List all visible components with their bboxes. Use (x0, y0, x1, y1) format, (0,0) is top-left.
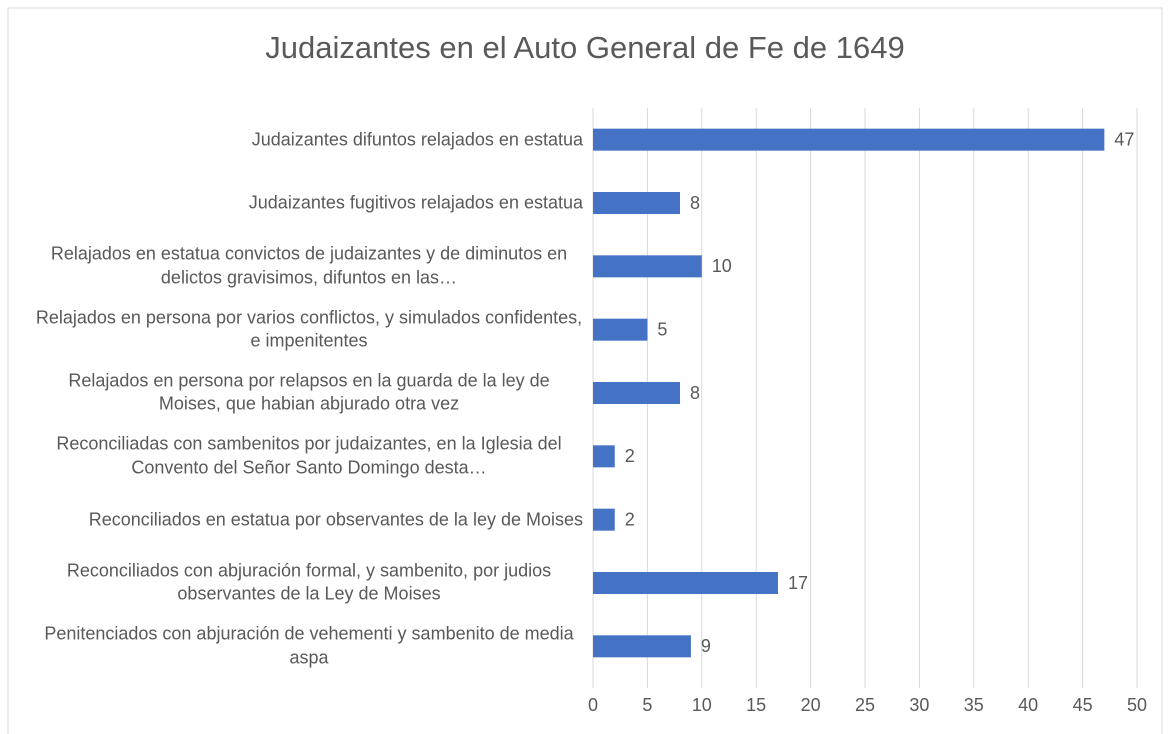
y-tick-label: Relajados en persona por varios conflict… (35, 307, 583, 351)
x-tick-label: 45 (1073, 695, 1093, 715)
bar (593, 128, 1105, 151)
y-tick-label-box: Penitenciados con abjuración de vehement… (10, 623, 583, 670)
y-tick-label-box: Relajados en estatua convictos de judaiz… (10, 243, 583, 290)
x-tick-label: 10 (692, 695, 712, 715)
x-tick-label: 0 (588, 695, 598, 715)
y-tick-label-box: Reconciliados en estatua por observantes… (10, 508, 583, 531)
x-tick-label: 40 (1018, 695, 1038, 715)
x-tick-label: 20 (801, 695, 821, 715)
y-tick-label-box: Relajados en persona por relapsos en la … (10, 370, 583, 417)
bar (593, 508, 615, 531)
y-tick-label: Relajados en persona por relapsos en la … (68, 370, 550, 414)
y-tick-label: Relajados en estatua convictos de judaiz… (50, 243, 568, 288)
y-tick-label: Penitenciados con abjuración de vehement… (44, 623, 574, 668)
data-label: 10 (712, 256, 732, 276)
y-tick-label-box: Reconciliadas con sambenitos por judaiza… (10, 433, 583, 480)
x-tick-label: 15 (746, 695, 766, 715)
data-label: 8 (690, 193, 700, 213)
x-tick-label: 35 (964, 695, 984, 715)
bar (593, 572, 778, 594)
data-label: 47 (1114, 129, 1134, 149)
x-tick-label: 50 (1127, 695, 1147, 715)
y-tick-label-box: Judaizantes difuntos relajados en estatu… (10, 128, 583, 151)
y-tick-label: Judaizantes difuntos relajados en estatu… (251, 128, 583, 149)
y-tick-label: Reconciliadas con sambenitos por judaiza… (56, 433, 562, 478)
y-tick-label-box: Relajados en persona por varios conflict… (10, 306, 583, 353)
x-tick-label: 30 (909, 695, 929, 715)
y-tick-label-box: Judaizantes fugitivos relajados en estat… (10, 191, 583, 214)
chart-title: Judaizantes en el Auto General de Fe de … (265, 30, 904, 65)
data-label: 2 (625, 446, 635, 466)
bar (593, 382, 681, 404)
data-label: 17 (788, 573, 808, 593)
x-tick-label: 5 (642, 695, 652, 715)
x-tick-label: 25 (855, 695, 875, 715)
y-tick-label: Reconciliados en estatua por observantes… (88, 508, 583, 529)
bar (593, 318, 648, 341)
bar (593, 445, 615, 468)
data-label: 2 (625, 509, 635, 529)
bar (593, 635, 691, 658)
data-label: 9 (701, 636, 711, 656)
y-tick-label: Reconciliados con abjuración formal, y s… (66, 560, 552, 604)
bar (593, 255, 702, 278)
data-label: 8 (690, 383, 700, 403)
y-tick-label-box: Reconciliados con abjuración formal, y s… (10, 560, 583, 607)
data-label: 5 (657, 319, 667, 339)
bar (593, 192, 681, 214)
y-tick-label: Judaizantes fugitivos relajados en estat… (248, 192, 583, 213)
